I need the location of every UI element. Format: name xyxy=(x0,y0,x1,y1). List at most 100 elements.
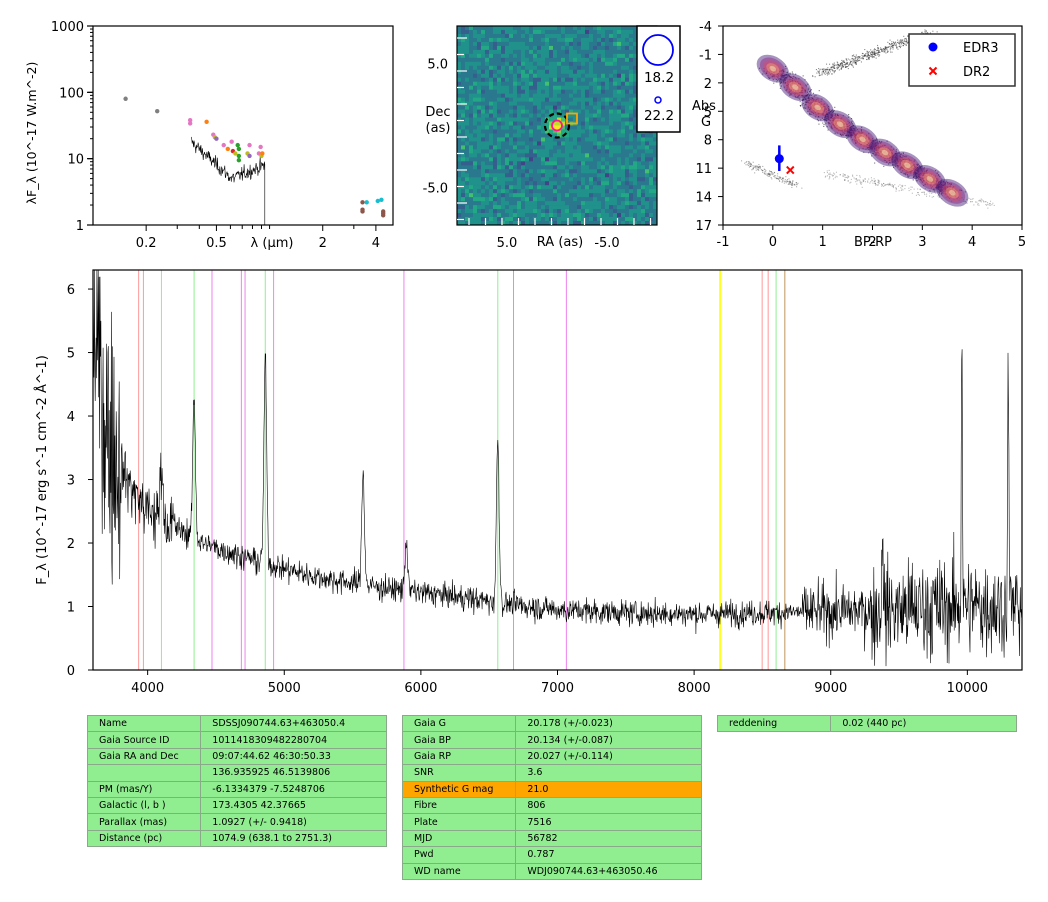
hrd-field-star xyxy=(779,73,781,75)
image-pixel xyxy=(553,29,558,35)
image-pixel xyxy=(589,117,594,122)
hrd-field-star xyxy=(842,64,844,66)
image-pixel xyxy=(569,81,574,87)
image-pixel xyxy=(473,205,478,210)
image-pixel xyxy=(513,89,518,95)
image-ytick-label: 5.0 xyxy=(427,57,448,72)
hrd-field-star xyxy=(893,42,895,44)
hrd-field-star xyxy=(816,72,818,74)
image-pixel xyxy=(629,37,634,43)
hrd-field-star xyxy=(843,120,845,122)
image-pixel xyxy=(529,213,534,218)
image-pixel xyxy=(537,133,542,138)
image-pixel xyxy=(505,197,510,202)
hrd-field-star xyxy=(781,82,783,84)
image-pixel xyxy=(465,125,470,130)
hrd-field-star xyxy=(770,171,772,173)
hrd-field-star xyxy=(842,121,844,123)
hrd-field-star xyxy=(837,127,839,129)
hrd-field-star xyxy=(886,155,888,157)
hrd-field-star xyxy=(905,164,907,166)
image-pixel xyxy=(465,205,470,210)
image-pixel xyxy=(469,85,474,91)
hrd-field-star xyxy=(820,68,822,70)
hrd-field-star xyxy=(798,86,800,88)
image-pixel xyxy=(549,109,554,114)
image-pixel xyxy=(485,77,490,83)
image-pixel xyxy=(597,197,602,202)
hrd-field-star xyxy=(932,181,934,183)
hrd-field-star xyxy=(944,186,946,188)
hrd-field-star xyxy=(811,99,813,101)
hrd-field-star xyxy=(883,149,885,151)
image-pixel xyxy=(469,169,474,174)
hrd-field-star xyxy=(855,142,857,144)
image-pixel xyxy=(645,137,650,142)
image-pixel xyxy=(557,89,562,95)
image-pixel xyxy=(477,89,482,95)
image-pixel xyxy=(545,26,550,31)
image-pixel xyxy=(497,177,502,182)
image-pixel xyxy=(617,41,622,47)
image-pixel xyxy=(581,169,586,174)
hrd-field-star xyxy=(866,59,868,61)
image-pixel xyxy=(457,137,462,142)
image-pixel xyxy=(489,29,494,35)
image-pixel xyxy=(617,81,622,87)
image-pixel xyxy=(485,165,490,170)
image-pixel xyxy=(489,129,494,134)
image-pixel xyxy=(485,201,490,206)
hrd-field-star xyxy=(875,139,877,141)
image-pixel xyxy=(525,181,530,186)
hrd-field-star xyxy=(817,108,819,110)
hrd-field-star xyxy=(750,165,752,167)
image-pixel xyxy=(629,153,634,158)
image-pixel xyxy=(637,217,642,222)
image-pixel xyxy=(613,169,618,174)
hrd-field-star xyxy=(791,81,793,83)
image-pixel xyxy=(621,181,626,186)
hrd-field-star xyxy=(853,54,855,56)
image-pixel xyxy=(601,221,606,226)
hrd-field-star xyxy=(895,152,897,154)
image-pixel xyxy=(497,37,502,43)
hrd-field-star xyxy=(913,174,915,176)
hrd-field-star xyxy=(853,132,855,134)
image-pixel xyxy=(613,177,618,182)
hrd-field-star xyxy=(909,165,911,167)
hrd-field-star xyxy=(827,107,829,109)
image-pixel xyxy=(597,65,602,71)
hrd-field-star xyxy=(880,147,882,149)
image-pixel xyxy=(605,177,610,182)
hrd-field-star xyxy=(883,156,885,158)
image-pixel xyxy=(573,65,578,71)
hrd-field-star xyxy=(878,147,880,149)
hrd-field-star xyxy=(822,69,824,71)
image-pixel xyxy=(505,141,510,146)
image-pixel xyxy=(593,181,598,186)
image-pixel xyxy=(565,49,570,55)
image-pixel xyxy=(549,65,554,71)
image-pixel xyxy=(577,45,582,51)
image-pixel xyxy=(509,165,514,170)
image-pixel xyxy=(589,129,594,134)
image-pixel xyxy=(621,149,626,154)
image-pixel xyxy=(577,26,582,31)
hrd-field-star xyxy=(937,180,939,182)
image-pixel xyxy=(625,209,630,214)
image-pixel xyxy=(565,165,570,170)
image-pixel xyxy=(601,193,606,198)
image-pixel xyxy=(469,26,474,31)
image-pixel xyxy=(497,153,502,158)
hrd-field-star xyxy=(857,56,859,58)
image-pixel xyxy=(505,41,510,47)
image-pixel xyxy=(501,213,506,218)
image-pixel xyxy=(637,193,642,198)
hrd-field-star xyxy=(868,55,870,57)
image-pixel xyxy=(469,133,474,138)
image-pixel xyxy=(497,73,502,79)
image-pixel xyxy=(521,53,526,59)
image-pixel xyxy=(461,133,466,138)
image-pixel xyxy=(533,129,538,134)
hrd-field-star xyxy=(930,182,932,184)
